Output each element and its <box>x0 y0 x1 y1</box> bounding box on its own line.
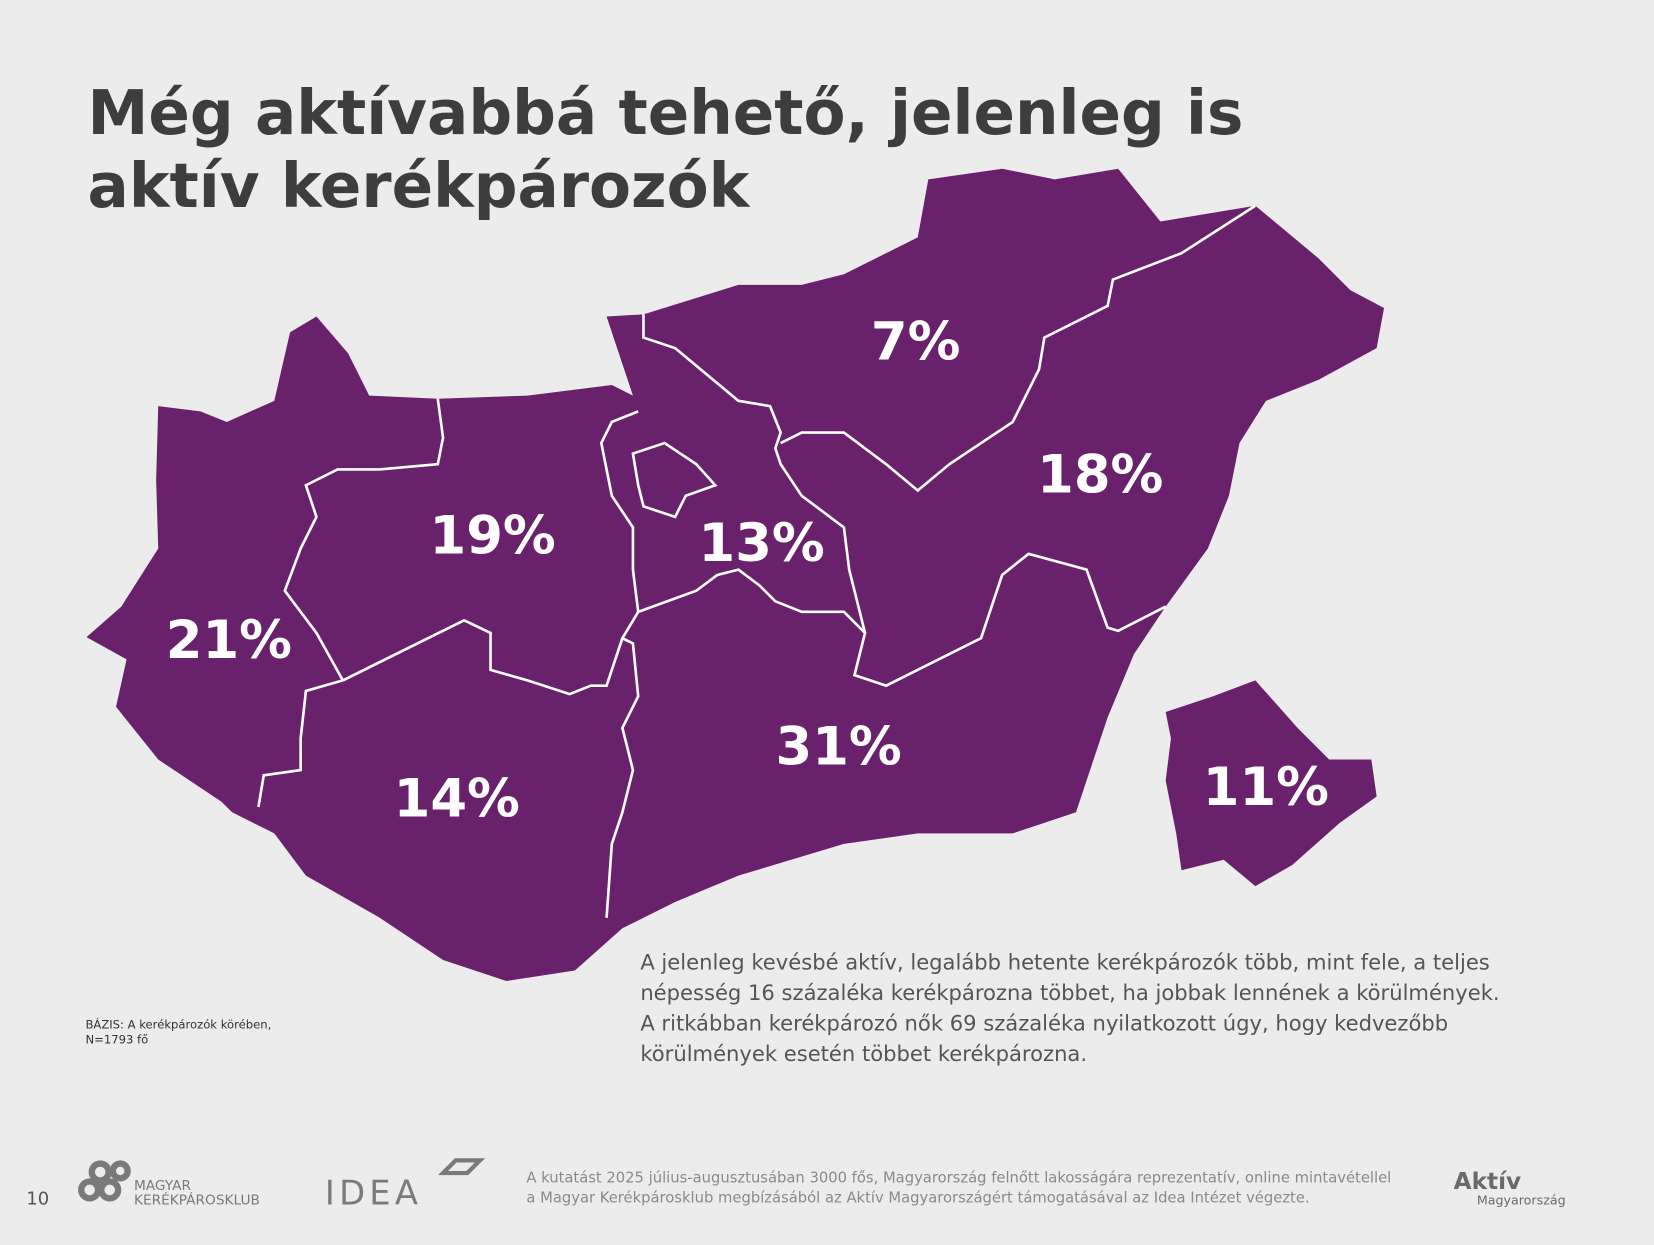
content: Még aktívabbá tehető, jelenleg is aktív … <box>26 78 1565 1213</box>
logo-text: Aktív <box>1454 1168 1522 1195</box>
footer-note: a Magyar Kerékpárosklub megbízásából az … <box>526 1190 1309 1207</box>
logo-text: MAGYAR <box>134 1178 192 1194</box>
region-label: 7% <box>871 312 961 373</box>
logo-text: IDEA <box>325 1174 422 1213</box>
body-text: A ritkábban kerékpározó nők 69 százaléka… <box>640 1011 1448 1036</box>
region-label: 14% <box>394 768 520 829</box>
country-shape <box>86 168 1385 982</box>
capital-inset <box>1165 680 1377 887</box>
capital-border <box>631 441 718 519</box>
region-label: 11% <box>1203 757 1329 818</box>
footer-note: A kutatást 2025 július-augusztusában 300… <box>526 1170 1391 1187</box>
region-label: 18% <box>1037 445 1163 506</box>
region-label: 19% <box>430 506 556 567</box>
body-text: körülmények esetén többet kerékpározna. <box>640 1041 1087 1066</box>
border <box>283 398 445 682</box>
club-logo <box>78 1160 131 1202</box>
region-borders <box>257 204 1257 918</box>
body-text: A jelenleg kevésbé aktív, legalább heten… <box>640 949 1489 974</box>
body-text: népesség 16 százaléka kerékpározna többe… <box>640 980 1499 1005</box>
region-label: 13% <box>699 513 825 574</box>
border <box>599 410 640 918</box>
logo-text: Magyarország <box>1477 1193 1566 1208</box>
border <box>642 314 867 634</box>
border <box>257 679 344 808</box>
base-note: BÁZIS: A kerékpározók körében, <box>85 1017 271 1032</box>
region-label: 21% <box>166 610 292 671</box>
page-number: 10 <box>26 1189 49 1210</box>
border <box>637 552 1167 688</box>
idea-mark <box>437 1158 486 1176</box>
title-line: aktív kerékpározók <box>88 151 751 222</box>
map: 7% 18% 19% 13% 21% 14% 31% 11% <box>86 168 1385 982</box>
border <box>342 618 624 696</box>
region-label: 31% <box>776 717 902 778</box>
base-note: N=1793 fő <box>85 1032 148 1046</box>
logo-text: KERÉKPÁROSKLUB <box>134 1191 260 1209</box>
title-line: Még aktívabbá tehető, jelenleg is <box>88 78 1244 149</box>
border <box>780 204 1257 493</box>
